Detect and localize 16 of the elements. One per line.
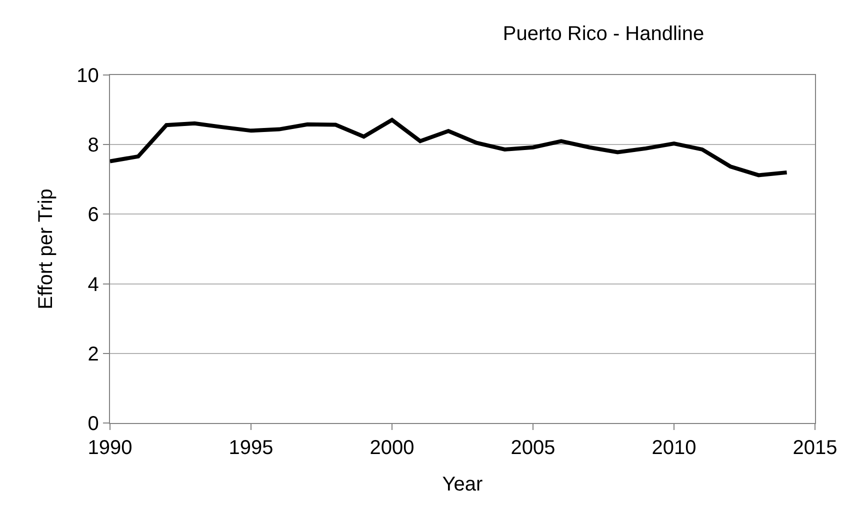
x-tick-label: 1990 [88,437,132,460]
x-tick-label: 2015 [792,437,838,460]
y-tick-label: 6 [88,204,99,226]
y-tick-label: 4 [88,274,99,296]
x-axis-title: Year [442,474,484,496]
line-series [110,118,789,178]
y-tick-label: 8 [88,134,99,157]
y-tick-label: 2 [88,343,99,366]
y-axis-title: Effort per Trip [35,188,58,310]
chart-title: Puerto Rico - Handline [502,23,704,46]
y-tick-label: 10 [76,65,99,87]
x-tick-label: 2010 [652,437,696,460]
x-tick-label: 2005 [510,437,556,460]
x-tick-label: 1995 [228,437,274,460]
x-tick-label: 2000 [370,437,414,460]
y-tick-label: 0 [88,413,99,435]
